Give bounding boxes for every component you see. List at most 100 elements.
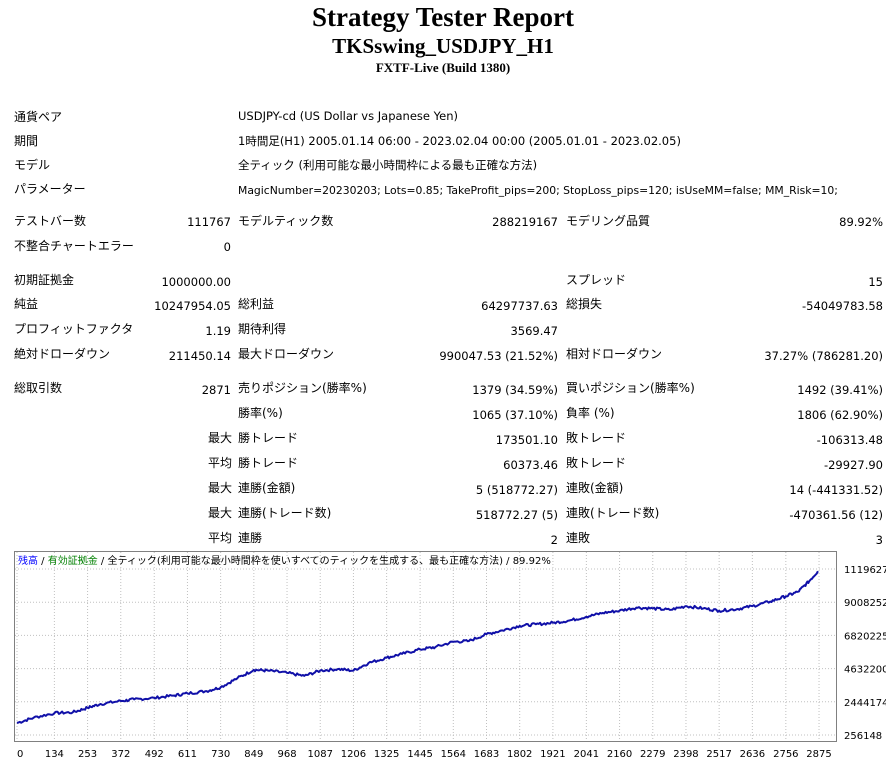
quality-value: 89.92% xyxy=(839,215,883,229)
plot-frame xyxy=(14,551,837,742)
x-tick-label: 0 xyxy=(17,749,23,760)
avg-consec-loss-value: 3 xyxy=(875,533,883,547)
x-tick-label: 372 xyxy=(111,749,130,760)
x-tick-label: 730 xyxy=(211,749,230,760)
consec-win-count-value: 518772.27 (5) xyxy=(475,508,558,522)
chart-legend: 残高 / 有効証拠金 / 全ティック(利用可能な最小時間枠を使いすべてのティック… xyxy=(18,554,551,567)
average-loss-label: 敗トレード xyxy=(566,456,627,470)
symbol-label: 通貨ペア xyxy=(14,110,63,124)
bars-label: テストバー数 xyxy=(14,214,87,228)
net-label: 純益 xyxy=(14,297,39,311)
rel-dd-value: 37.27% (786281.20) xyxy=(764,349,883,363)
params-value: MagicNumber=20230203; Lots=0.85; TakePro… xyxy=(238,184,838,197)
x-tick-label: 2279 xyxy=(640,749,665,760)
model-value: 全ティック (利用可能な最小時間枠による最も正確な方法) xyxy=(238,158,538,172)
average-label: 平均 xyxy=(207,456,232,470)
average-loss-value: -29927.90 xyxy=(823,458,883,472)
ticks-value: 288219167 xyxy=(492,215,558,229)
avg-consec-loss-label: 連敗 xyxy=(566,531,591,545)
series-layer xyxy=(16,570,819,724)
balance-line xyxy=(16,570,819,724)
ticks-label: モデルティック数 xyxy=(238,214,334,228)
spread-value: 15 xyxy=(868,275,883,289)
long-label: 買いポジション(勝率%) xyxy=(566,381,695,395)
x-axis: 0 134 253 372 492 611 730 849 968 1087 1206 1325 144… xyxy=(17,749,832,760)
y-tick-label: 6820225 xyxy=(844,631,886,642)
y-tick-label: 9008252 xyxy=(844,598,886,609)
average-win-label: 勝トレード xyxy=(238,456,299,470)
long-value: 1492 (39.41%) xyxy=(797,383,883,397)
x-tick-label: 2517 xyxy=(706,749,731,760)
pf-value: 1.19 xyxy=(205,324,231,338)
x-tick-label: 1087 xyxy=(308,749,333,760)
x-tick-label: 2398 xyxy=(673,749,698,760)
gross-loss-value: -54049783.58 xyxy=(802,299,883,313)
consec-loss-money-value: 14 (-441331.52) xyxy=(789,483,883,497)
max-consec-money-label: 最大 xyxy=(207,481,232,495)
loss-rate-value: 1806 (62.90%) xyxy=(797,408,883,422)
abs-dd-label: 絶対ドローダウン xyxy=(14,347,111,361)
mismatch-label: 不整合チャートエラー xyxy=(14,239,134,253)
x-tick-label: 2041 xyxy=(574,749,599,760)
trades-value: 2871 xyxy=(201,383,231,397)
x-tick-label: 2875 xyxy=(806,749,831,760)
y-tick-label: 4632200 xyxy=(844,665,886,676)
grid xyxy=(15,552,836,741)
gross-loss-label: 総損失 xyxy=(566,297,603,311)
x-tick-label: 1564 xyxy=(441,749,466,760)
balance-chart: 残高 / 有効証拠金 / 全ティック(利用可能な最小時間枠を使いすべてのティック… xyxy=(14,551,886,760)
largest-win-label: 勝トレード xyxy=(238,431,299,445)
legend-description: 全ティック(利用可能な最小時間枠を使いすべてのティックを生成する、最も正確な方法… xyxy=(107,554,550,567)
x-tick-label: 1325 xyxy=(374,749,399,760)
x-tick-label: 1683 xyxy=(474,749,499,760)
x-tick-label: 1802 xyxy=(507,749,532,760)
pf-label: プロフィットファクタ xyxy=(14,322,134,336)
avg-consec-label: 平均 xyxy=(207,531,232,545)
largest-loss-value: -106313.48 xyxy=(816,433,883,447)
server-info: FXTF-Live (Build 1380) xyxy=(375,60,511,75)
spread-label: スプレッド xyxy=(566,273,627,287)
y-axis: 11196277 9008252 6820225 4632200 2444174 2561… xyxy=(844,565,886,742)
x-tick-label: 849 xyxy=(244,749,263,760)
x-tick-label: 611 xyxy=(178,749,197,760)
expected-label: 期待利得 xyxy=(238,322,287,336)
consec-win-money-value: 5 (518772.27) xyxy=(475,483,558,497)
largest-loss-label: 敗トレード xyxy=(566,431,627,445)
gross-profit-label: 総利益 xyxy=(238,297,275,311)
x-tick-label: 2636 xyxy=(740,749,765,760)
y-tick-label: 2444174 xyxy=(844,698,886,709)
deposit-value: 1000000.00 xyxy=(161,275,231,289)
x-tick-label: 253 xyxy=(78,749,97,760)
x-tick-label: 492 xyxy=(145,749,164,760)
legend-separator: / xyxy=(98,556,108,567)
y-tick-label: 256148 xyxy=(844,731,882,742)
loss-rate-label: 負率 (%) xyxy=(566,406,615,420)
consec-loss-count-value: -470361.56 (12) xyxy=(789,508,883,522)
params-label: パラメーター xyxy=(14,182,86,196)
consec-loss-count-label: 連敗(トレード数) xyxy=(566,506,660,520)
consec-win-count-label: 連勝(トレード数) xyxy=(238,506,332,520)
x-tick-label: 1921 xyxy=(540,749,565,760)
legend-equity: 有効証拠金 xyxy=(48,554,98,567)
net-value: 10247954.05 xyxy=(154,299,231,313)
max-dd-label: 最大ドローダウン xyxy=(238,347,335,361)
bars-value: 111767 xyxy=(187,215,231,229)
mismatch-value: 0 xyxy=(223,240,231,254)
max-dd-value: 990047.53 (21.52%) xyxy=(439,349,558,363)
rel-dd-label: 相対ドローダウン xyxy=(566,347,663,361)
x-tick-label: 134 xyxy=(45,749,64,760)
x-tick-label: 968 xyxy=(277,749,296,760)
legend-balance: 残高 xyxy=(18,554,38,567)
report-title: Strategy Tester Report xyxy=(312,2,574,32)
x-tick-label: 1445 xyxy=(407,749,432,760)
quality-label: モデリング品質 xyxy=(566,214,651,228)
win-rate-value: 1065 (37.10%) xyxy=(472,408,558,422)
average-win-value: 60373.46 xyxy=(503,458,558,472)
symbol-value: USDJPY-cd (US Dollar vs Japanese Yen) xyxy=(238,109,458,123)
largest-win-value: 173501.10 xyxy=(495,433,558,447)
avg-consec-win-label: 連勝 xyxy=(238,531,263,545)
short-value: 1379 (34.59%) xyxy=(472,383,558,397)
deposit-label: 初期証拠金 xyxy=(14,273,75,287)
ea-name: TKSswing_USDJPY_H1 xyxy=(332,34,554,58)
max-consec-count-label: 最大 xyxy=(207,506,232,520)
